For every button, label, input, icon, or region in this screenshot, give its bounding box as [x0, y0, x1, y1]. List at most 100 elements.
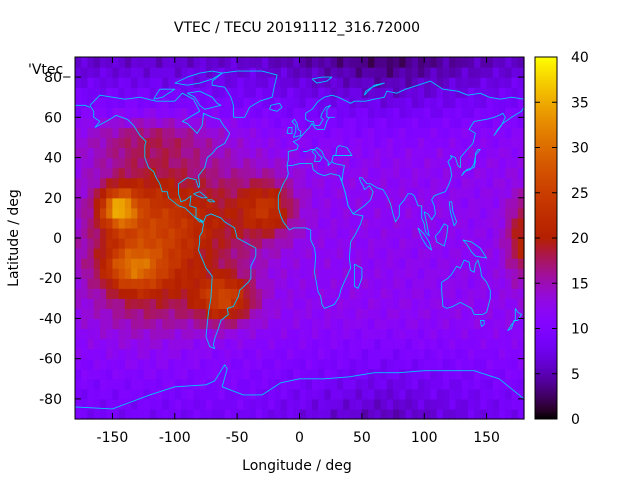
heatmap-cell	[492, 238, 500, 249]
heatmap-cell	[355, 77, 363, 88]
heatmap-cell	[112, 268, 120, 279]
heatmap-cell	[224, 328, 232, 340]
heatmap-cell	[517, 207, 525, 219]
heatmap-cell	[486, 87, 494, 98]
heatmap-cell	[330, 87, 338, 98]
coastline	[286, 80, 525, 166]
heatmap-cell	[336, 137, 344, 149]
heatmap-cell	[492, 227, 500, 239]
heatmap-cell	[336, 378, 344, 390]
heatmap-cell	[199, 97, 207, 108]
heatmap-cell	[224, 318, 232, 330]
heatmap-cell	[237, 167, 244, 179]
heatmap-cell	[287, 167, 294, 179]
heatmap-cell	[262, 217, 269, 229]
heatmap-cell	[355, 358, 363, 370]
heatmap-cell	[168, 368, 176, 380]
heatmap-cell	[205, 288, 213, 299]
heatmap-cell	[368, 87, 375, 98]
heatmap-cell	[430, 358, 438, 370]
heatmap-cell	[461, 398, 469, 410]
heatmap-cell	[268, 238, 276, 249]
heatmap-cell	[486, 348, 494, 360]
heatmap-cell	[336, 217, 344, 229]
heatmap-cell	[436, 328, 444, 340]
heatmap-cell	[349, 238, 357, 249]
heatmap-cell	[174, 117, 182, 128]
heatmap-cell	[274, 358, 282, 370]
heatmap-cell	[311, 157, 319, 169]
heatmap-cell	[480, 358, 488, 370]
heatmap-cell	[467, 288, 475, 299]
heatmap-cell	[199, 107, 207, 118]
heatmap-cell	[386, 67, 394, 78]
heatmap-cell	[75, 308, 82, 320]
heatmap-cell	[355, 147, 363, 159]
heatmap-cell	[87, 348, 95, 360]
heatmap-cell	[243, 328, 251, 340]
heatmap-cell	[343, 398, 350, 410]
heatmap-cell	[405, 87, 413, 98]
heatmap-cell	[330, 308, 338, 320]
heatmap-cell	[174, 398, 182, 410]
heatmap-cell	[106, 368, 114, 380]
heatmap-cell	[181, 67, 188, 78]
heatmap-cell	[75, 368, 82, 380]
heatmap-cell	[299, 137, 307, 149]
heatmap-cell	[474, 167, 481, 179]
heatmap-cell	[112, 308, 120, 320]
heatmap-cell	[480, 328, 488, 340]
heatmap-cell	[374, 298, 382, 309]
heatmap-cell	[386, 117, 394, 128]
heatmap-cell	[480, 238, 488, 249]
heatmap-cell	[99, 278, 107, 289]
heatmap-cell	[262, 378, 269, 390]
heatmap-cell	[368, 278, 375, 289]
heatmap-cell	[75, 298, 82, 309]
heatmap-cell	[461, 107, 469, 118]
heatmap-cell	[112, 117, 120, 128]
heatmap-cell	[212, 308, 220, 320]
heatmap-cell	[287, 67, 294, 78]
heatmap-cell	[355, 328, 363, 340]
heatmap-cell	[112, 57, 120, 68]
heatmap-cell	[380, 127, 388, 139]
heatmap-cell	[455, 308, 463, 320]
heatmap-cell	[124, 147, 132, 159]
heatmap-cell	[237, 258, 244, 269]
heatmap-cell	[505, 368, 513, 380]
heatmap-cell	[187, 368, 195, 380]
heatmap-cell	[405, 107, 413, 118]
heatmap-cell	[287, 127, 294, 139]
heatmap-cell	[106, 398, 114, 410]
heatmap-cell	[393, 77, 400, 88]
heatmap-cell	[124, 268, 132, 279]
heatmap-cell	[361, 278, 369, 289]
colorbar-tick-label: 20	[571, 231, 589, 247]
heatmap-cell	[455, 398, 463, 410]
heatmap-cell	[87, 217, 95, 229]
heatmap-cell	[274, 57, 282, 68]
heatmap-cell	[249, 157, 257, 169]
heatmap-cell	[318, 87, 326, 98]
heatmap-cell	[417, 278, 425, 289]
heatmap-cell	[299, 298, 307, 309]
heatmap-cell	[355, 268, 363, 279]
heatmap-cell	[268, 127, 276, 139]
heatmap-cell	[280, 278, 288, 289]
heatmap-cell	[75, 207, 82, 219]
heatmap-cell	[355, 107, 363, 118]
heatmap-cell	[193, 278, 201, 289]
heatmap-cell	[87, 77, 95, 88]
heatmap-cell	[262, 278, 269, 289]
heatmap-cell	[318, 348, 326, 360]
heatmap-cell	[287, 137, 294, 149]
heatmap-cell	[517, 107, 525, 118]
heatmap-cell	[230, 67, 238, 78]
heatmap-cell	[324, 368, 332, 380]
heatmap-cell	[343, 187, 350, 199]
heatmap-cell	[262, 137, 269, 149]
heatmap-cell	[93, 268, 101, 279]
heatmap-cell	[118, 67, 126, 78]
heatmap-cell	[480, 288, 488, 299]
